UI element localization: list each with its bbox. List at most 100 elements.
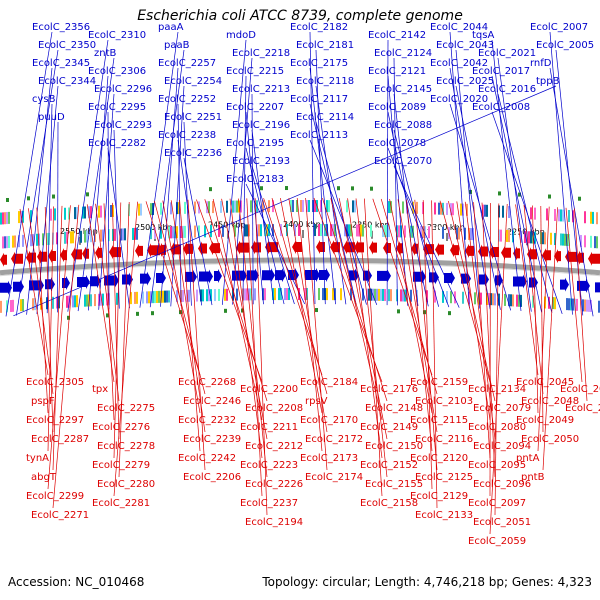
forward-cog-strip — [434, 290, 436, 303]
forward-cog-strip — [566, 298, 568, 311]
cog-marker — [370, 186, 373, 191]
reverse-cog-strip — [36, 233, 38, 246]
reverse-gene-label: EcolC_2115 — [410, 415, 468, 426]
forward-cog-strip — [576, 298, 578, 311]
inner-cog-strip — [306, 200, 308, 213]
forward-gene-label: EcolC_2183 — [226, 174, 284, 185]
inner-cog-strip — [150, 203, 152, 216]
reverse-cog-strip — [122, 228, 124, 241]
forward-cog-strip — [334, 288, 336, 301]
inner-cog-strip — [452, 203, 454, 216]
forward-cog-strip — [90, 294, 92, 307]
forward-leader-line — [497, 93, 553, 314]
inner-cog-strip — [438, 202, 440, 215]
inner-cog-strip — [226, 200, 228, 213]
forward-gene-label: EcolC_2145 — [374, 84, 432, 95]
forward-gene-arrow — [104, 273, 119, 288]
reverse-cog-strip — [430, 226, 432, 239]
forward-gene-label: EcolC_2254 — [164, 76, 222, 87]
forward-cog-strip — [518, 294, 520, 307]
inner-cog-strip — [236, 200, 238, 213]
forward-gene-label: EcolC_2005 — [536, 40, 594, 51]
reverse-gene-label: EcolC_2080 — [468, 422, 526, 433]
forward-cog-strip — [32, 298, 34, 311]
forward-leader-line — [393, 165, 460, 308]
reverse-cog-strip — [272, 224, 274, 237]
forward-cog-strip — [250, 288, 252, 301]
reverse-cog-strip — [4, 236, 6, 249]
inner-cog-strip — [320, 200, 322, 213]
forward-cog-strip — [492, 293, 494, 306]
reverse-leader-line — [221, 198, 268, 440]
reverse-gene-arrow — [489, 245, 499, 260]
forward-cog-strip — [390, 289, 392, 302]
forward-leader-line — [160, 67, 179, 307]
cog-marker — [397, 309, 400, 314]
reverse-cog-strip — [204, 225, 206, 238]
reverse-cog-strip — [362, 224, 364, 237]
reverse-leader-line — [145, 201, 201, 376]
reverse-leader-line — [542, 207, 558, 471]
inner-cog-strip — [50, 208, 52, 221]
forward-cog-strip — [520, 294, 522, 307]
forward-gene-label: EcolC_2118 — [296, 76, 354, 87]
reverse-cog-strip — [498, 229, 500, 242]
forward-leader-line — [449, 67, 491, 310]
reverse-cog-strip — [66, 231, 68, 244]
reverse-cog-strip — [530, 231, 532, 244]
forward-cog-strip — [226, 288, 228, 301]
inner-cog-strip — [546, 208, 548, 221]
reverse-leader-line — [95, 203, 120, 402]
forward-gene-label: EcolC_2142 — [368, 30, 426, 41]
forward-leader-line — [149, 49, 185, 308]
forward-cog-strip — [442, 290, 444, 303]
reverse-cog-strip — [218, 224, 220, 237]
forward-cog-strip — [22, 299, 24, 312]
forward-cog-strip — [202, 289, 204, 302]
reverse-gene-arrow — [135, 243, 143, 258]
forward-cog-strip — [174, 290, 176, 303]
genome-summary-label: Topology: circular; Length: 4,746,218 bp… — [262, 575, 592, 589]
reverse-cog-strip — [102, 229, 104, 242]
cog-marker — [86, 192, 89, 197]
reverse-gene-arrow — [450, 243, 459, 258]
forward-cog-strip — [490, 293, 492, 306]
reverse-gene-label: EcolC_2275 — [97, 403, 155, 414]
reverse-cog-strip — [500, 229, 502, 242]
forward-cog-strip — [382, 288, 384, 301]
reverse-gene-label: EcolC_2125 — [415, 472, 473, 483]
reverse-leader-line — [187, 199, 206, 471]
forward-gene-label: EcolC_2215 — [226, 66, 284, 77]
reverse-gene-label: EcolC_2287 — [31, 434, 89, 445]
forward-cog-strip — [148, 291, 150, 304]
ruler-tick-label: 2400 kbp — [283, 220, 321, 229]
reverse-cog-strip — [386, 225, 388, 238]
reverse-leader-line — [296, 197, 323, 452]
reverse-leader-line — [103, 203, 115, 421]
reverse-cog-strip — [298, 224, 300, 237]
reverse-gene-label: EcolC_2094 — [473, 441, 531, 452]
reverse-gene-arrow — [183, 241, 193, 256]
inner-cog-strip — [88, 206, 90, 219]
inner-cog-strip — [508, 206, 510, 219]
forward-gene-arrow — [0, 280, 12, 295]
forward-gene-label: EcolC_2350 — [38, 40, 96, 51]
inner-cog-strip — [292, 200, 294, 213]
forward-cog-strip — [254, 288, 256, 301]
forward-cog-strip — [568, 298, 570, 311]
forward-cog-strip — [142, 291, 144, 304]
forward-cog-strip — [332, 288, 334, 301]
forward-gene-label: EcolC_2181 — [296, 40, 354, 51]
backbone-arc — [0, 257, 600, 276]
reverse-leader-line — [481, 202, 496, 478]
reverse-leader-line — [330, 198, 383, 421]
forward-cog-strip — [214, 289, 216, 302]
forward-leader-line — [139, 31, 179, 308]
reverse-cog-strip — [590, 235, 592, 248]
forward-gene-label: EcolC_2175 — [290, 58, 348, 69]
inner-cog-strip — [450, 203, 452, 216]
inner-cog-strip — [260, 200, 262, 213]
reverse-cog-strip — [246, 224, 248, 237]
reverse-cog-strip — [170, 226, 172, 239]
